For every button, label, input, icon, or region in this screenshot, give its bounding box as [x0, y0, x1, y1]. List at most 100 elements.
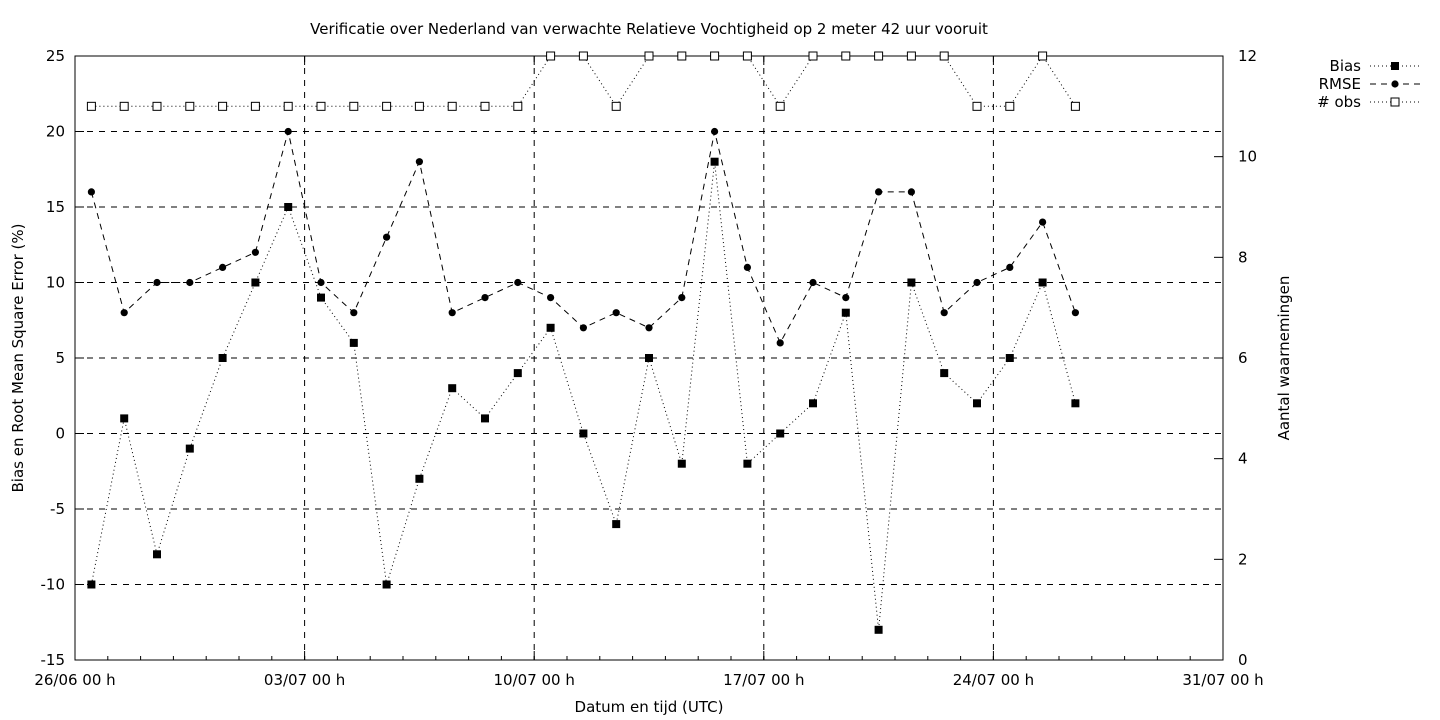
- data-point-bias: [120, 414, 129, 423]
- data-point-bias: [448, 384, 457, 393]
- x-tick-label: 26/06 00 h: [34, 671, 115, 689]
- data-point-rmse: [153, 278, 161, 287]
- data-point-bias: [546, 323, 555, 332]
- data-point-rmse: [120, 309, 128, 317]
- y-tick-label: 0: [55, 425, 65, 443]
- data-point-bias: [349, 338, 358, 347]
- series-layer: [90, 55, 1076, 630]
- x-tick-label: 31/07 00 h: [1182, 671, 1263, 689]
- x-tick-label: 10/07 00 h: [494, 671, 575, 689]
- data-point-rmse: [219, 263, 227, 271]
- data-point-obs: [1038, 51, 1048, 61]
- data-point-rmse: [940, 309, 948, 317]
- data-point-bias: [1005, 354, 1014, 362]
- data-point-obs: [447, 101, 457, 111]
- data-point-obs: [414, 101, 424, 111]
- data-point-rmse: [1071, 309, 1079, 317]
- data-point-rmse: [87, 188, 95, 196]
- data-point-rmse: [809, 278, 817, 287]
- data-point-obs: [874, 51, 884, 61]
- data-point-obs: [152, 101, 162, 111]
- legend-label: Bias: [1330, 57, 1362, 75]
- data-point-obs: [316, 101, 326, 111]
- data-point-bias: [1071, 399, 1080, 408]
- axis-ticks: [74, 55, 1224, 661]
- data-point-obs: [349, 101, 359, 111]
- data-point-obs: [1070, 101, 1080, 111]
- data-point-bias: [907, 278, 916, 287]
- legend-marker: [1391, 62, 1399, 70]
- data-point-bias: [841, 308, 850, 317]
- data-point-obs: [644, 51, 654, 61]
- data-point-obs: [513, 101, 523, 111]
- data-point-rmse: [514, 278, 522, 287]
- y2-tick-label: 6: [1238, 349, 1248, 367]
- data-point-obs: [546, 51, 556, 61]
- y2-tick-label: 10: [1238, 148, 1257, 166]
- y-tick-label: 5: [55, 349, 65, 367]
- series-line-bias: [90, 161, 1076, 630]
- data-point-bias: [481, 414, 489, 423]
- data-point-rmse: [186, 278, 194, 287]
- y2-tick-label: 2: [1238, 550, 1248, 568]
- legend-item: # obs: [1317, 93, 1420, 111]
- data-point-obs: [841, 51, 851, 61]
- grid: [75, 56, 1223, 660]
- data-point-rmse: [415, 158, 423, 166]
- y2-tick-label: 0: [1238, 651, 1248, 669]
- data-point-obs: [906, 51, 916, 61]
- data-point-rmse: [1039, 218, 1047, 226]
- data-point-obs: [283, 101, 293, 111]
- data-point-obs: [119, 101, 129, 111]
- legend-item: Bias: [1330, 57, 1420, 75]
- legend-label: # obs: [1317, 93, 1361, 111]
- data-point-bias: [579, 429, 588, 438]
- data-point-rmse: [678, 294, 686, 302]
- data-point-obs: [185, 101, 195, 111]
- data-point-bias: [677, 459, 686, 468]
- data-point-rmse: [317, 278, 325, 287]
- data-point-obs: [710, 51, 720, 61]
- data-point-obs: [1005, 101, 1015, 111]
- y2-tick-label: 12: [1238, 47, 1257, 65]
- legend-marker: [1391, 80, 1399, 88]
- data-point-rmse: [1006, 263, 1014, 271]
- data-point-obs: [972, 101, 982, 111]
- data-point-rmse: [743, 263, 752, 271]
- data-point-bias: [185, 444, 194, 453]
- data-point-bias: [776, 429, 785, 438]
- data-point-obs: [677, 51, 687, 61]
- data-point-bias: [612, 520, 621, 529]
- data-point-rmse: [776, 339, 784, 347]
- data-point-rmse: [547, 294, 555, 302]
- data-point-bias: [940, 369, 949, 378]
- data-point-bias: [153, 550, 161, 559]
- data-point-obs: [578, 51, 588, 61]
- y-tick-label: 20: [46, 123, 65, 141]
- data-point-bias: [710, 157, 719, 166]
- y-axis-label: Bias en Root Mean Square Error (%): [9, 224, 27, 493]
- data-point-rmse: [579, 324, 588, 332]
- data-point-obs: [939, 51, 949, 61]
- data-point-rmse: [481, 294, 489, 302]
- data-point-rmse: [612, 309, 620, 317]
- data-point-rmse: [907, 188, 916, 196]
- x-tick-label: 03/07 00 h: [264, 671, 345, 689]
- series-line-rmse: [90, 131, 1076, 345]
- x-tick-label: 17/07 00 h: [723, 671, 804, 689]
- data-point-rmse: [711, 127, 719, 136]
- data-point-rmse: [448, 309, 456, 317]
- data-point-rmse: [973, 278, 981, 287]
- data-point-bias: [973, 399, 981, 408]
- data-point-bias: [251, 278, 260, 287]
- y-tick-label: 25: [46, 47, 65, 65]
- data-point-bias: [1038, 278, 1047, 287]
- y-tick-label: 15: [46, 198, 65, 216]
- tick-labels: -15 -10 -5 0 5 10 15 20 25 0 2 4 6 8 10 12 26/06 00 h 03/…: [34, 47, 1263, 689]
- x-tick-label: 24/07 00 h: [953, 671, 1034, 689]
- data-point-rmse: [842, 294, 850, 302]
- legend-item: RMSE: [1319, 75, 1420, 93]
- data-point-obs: [611, 101, 621, 111]
